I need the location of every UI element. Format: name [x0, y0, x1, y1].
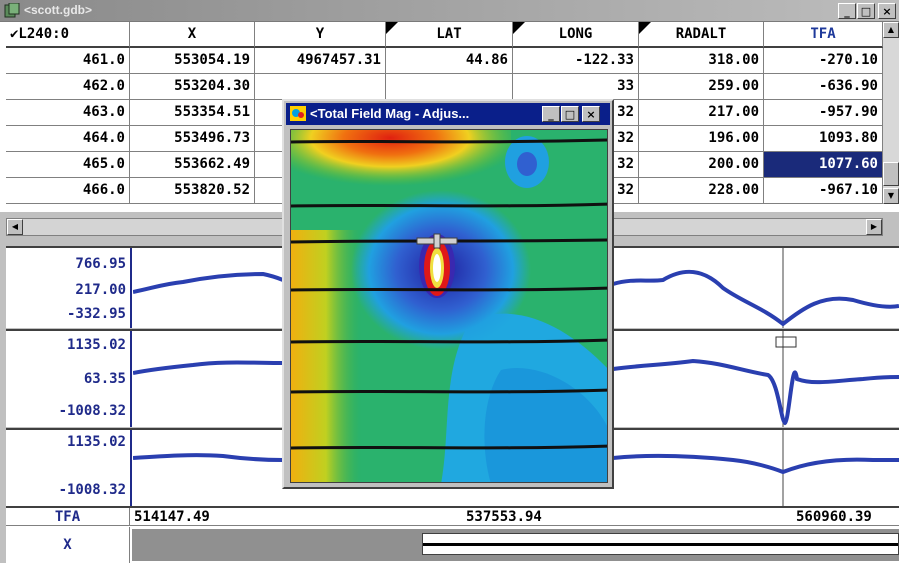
close-button[interactable]: × [878, 3, 896, 19]
profile-trace [613, 361, 899, 423]
table-cell[interactable]: 259.00 [639, 74, 764, 100]
column-header-lat[interactable]: LAT [386, 22, 513, 48]
profile-trace [133, 455, 283, 460]
table-cell[interactable]: 553662.49 [130, 152, 255, 178]
range-track[interactable] [132, 529, 899, 561]
table-cell[interactable]: 228.00 [639, 178, 764, 204]
range-line [423, 543, 898, 546]
axis-mid-label: 63.35 [84, 371, 126, 387]
axis-mid-label: 217.00 [75, 282, 126, 298]
table-cell[interactable]: 466.0 [6, 178, 130, 204]
table-cell[interactable]: 553820.52 [130, 178, 255, 204]
axis-min-label: -1008.32 [59, 482, 126, 498]
profile-trace [133, 274, 283, 292]
profile-axis: 1135.02 63.35 -1008.32 [6, 331, 132, 427]
table-cell[interactable]: 553354.51 [130, 100, 255, 126]
table-cell[interactable]: -122.33 [513, 48, 639, 74]
map-maximize-button[interactable]: □ [561, 106, 579, 122]
table-cell[interactable]: 464.0 [6, 126, 130, 152]
table-cell[interactable]: 1093.80 [764, 126, 883, 152]
column-header-y[interactable]: Y [255, 22, 386, 48]
table-cell[interactable] [386, 74, 513, 100]
magnetic-field-map[interactable] [290, 129, 608, 483]
table-cell[interactable]: 461.0 [6, 48, 130, 74]
profile-trace [613, 272, 899, 324]
table-cell[interactable]: 553054.19 [130, 48, 255, 74]
table-cell[interactable]: 44.86 [386, 48, 513, 74]
map-window-title: <Total Field Mag - Adjus... [310, 106, 469, 121]
tick-label-right: 560960.39 [796, 508, 872, 526]
cursor-handle[interactable] [776, 337, 796, 347]
header-row: ✔L240:0 X Y LAT LONG RADALT TFA [6, 22, 883, 48]
scroll-right-arrow-icon[interactable]: ▶ [866, 219, 882, 235]
column-header-long-label: LONG [559, 26, 593, 42]
column-header-tfa[interactable]: TFA [764, 22, 883, 48]
column-header-line[interactable]: ✔L240:0 [6, 22, 130, 48]
scroll-up-arrow-icon[interactable]: ▲ [883, 22, 899, 38]
table-cell[interactable] [255, 74, 386, 100]
table-cell[interactable]: 553204.30 [130, 74, 255, 100]
minimize-button[interactable]: _ [838, 3, 856, 19]
axis-max-label: 1135.02 [67, 434, 126, 450]
table-cell[interactable]: 462.0 [6, 74, 130, 100]
table-cell[interactable]: 196.00 [639, 126, 764, 152]
axis-min-label: -332.95 [67, 306, 126, 322]
tick-label-left: 514147.49 [134, 508, 210, 526]
table-cell[interactable]: 465.0 [6, 152, 130, 178]
map-window-title-bar[interactable]: <Total Field Mag - Adjus... _ □ × [286, 103, 610, 125]
table-cell[interactable]: 33 [513, 74, 639, 100]
table-row[interactable]: 461.0 553054.19 4967457.31 44.86 -122.33 318.… [6, 48, 883, 74]
table-cell[interactable]: -967.10 [764, 178, 883, 204]
scroll-left-arrow-icon[interactable]: ◀ [7, 219, 23, 235]
axis-max-label: 1135.02 [67, 337, 126, 353]
column-header-x[interactable]: X [130, 22, 255, 48]
table-row[interactable]: 462.0 553204.30 33 259.00 -636.90 [6, 74, 883, 100]
main-title-bar[interactable]: <scott.gdb> _ □ × [0, 0, 899, 22]
profile-trace [133, 363, 283, 374]
profile-trace [613, 456, 899, 472]
map-minimize-button[interactable]: _ [542, 106, 560, 122]
profile-axis: 766.95 217.00 -332.95 [6, 248, 132, 328]
map-image [291, 130, 608, 483]
table-cell[interactable]: -270.10 [764, 48, 883, 74]
table-cell[interactable]: 217.00 [639, 100, 764, 126]
scroll-thumb[interactable] [883, 162, 899, 186]
map-icon [290, 106, 306, 121]
table-cell[interactable]: 4967457.31 [255, 48, 386, 74]
table-cell[interactable]: -957.90 [764, 100, 883, 126]
x-axis-footer: TFA 514147.49 537553.94 560960.39 X [6, 506, 899, 563]
flag-marker [639, 22, 651, 34]
table-cell[interactable]: 318.00 [639, 48, 764, 74]
window-title: <scott.gdb> [24, 3, 92, 17]
maximize-button[interactable]: □ [857, 3, 875, 19]
table-cell[interactable]: -636.90 [764, 74, 883, 100]
map-window[interactable]: <Total Field Mag - Adjus... _ □ × [282, 99, 614, 489]
flag-marker [513, 22, 525, 34]
column-header-lat-label: LAT [436, 26, 461, 42]
table-cell[interactable]: 1077.60 [764, 152, 883, 178]
axis-min-label: -1008.32 [59, 403, 126, 419]
vertical-scrollbar[interactable]: ▲ ▼ [883, 22, 899, 204]
axis-max-label: 766.95 [75, 256, 126, 272]
x-range-row: X [6, 527, 899, 563]
x-label: X [6, 527, 130, 563]
scroll-down-arrow-icon[interactable]: ▼ [883, 188, 899, 204]
tick-row: TFA 514147.49 537553.94 560960.39 [6, 508, 899, 526]
column-header-radalt-label: RADALT [676, 26, 727, 42]
profile-axis: 1135.02 -1008.32 [6, 430, 132, 506]
table-cell[interactable]: 463.0 [6, 100, 130, 126]
range-selector[interactable] [422, 533, 899, 555]
column-header-long[interactable]: LONG [513, 22, 639, 48]
tick-label-center: 537553.94 [466, 508, 542, 526]
database-icon [4, 3, 20, 18]
column-header-radalt[interactable]: RADALT [639, 22, 764, 48]
flag-marker [386, 22, 398, 34]
channel-label: TFA [6, 508, 130, 525]
map-close-button[interactable]: × [582, 106, 600, 122]
table-cell[interactable]: 553496.73 [130, 126, 255, 152]
table-cell[interactable]: 200.00 [639, 152, 764, 178]
